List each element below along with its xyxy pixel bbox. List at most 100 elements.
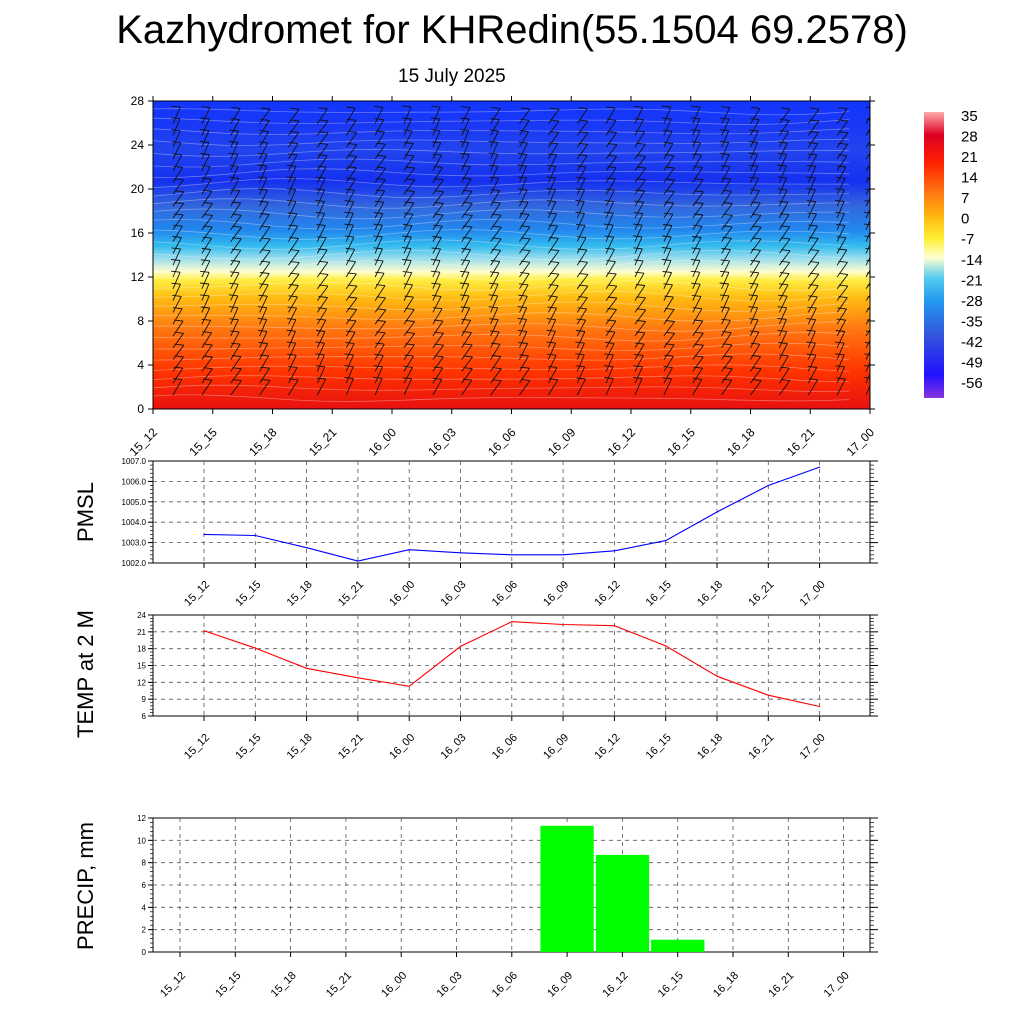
- wind-barb-flag: [692, 377, 702, 380]
- wind-barb-flag: [721, 318, 731, 321]
- wind-barb: [172, 344, 185, 360]
- wind-barb: [634, 131, 645, 148]
- heatmap-y-tick-label: 4: [137, 358, 144, 372]
- wind-barb: [750, 261, 761, 278]
- wind-barb: [201, 237, 212, 254]
- wind-barb: [807, 213, 817, 231]
- wind-barb: [778, 343, 788, 360]
- wind-barb: [692, 260, 701, 278]
- y-tick-label: 1007.0: [122, 457, 147, 466]
- wind-barb-flag: [723, 202, 733, 204]
- wind-barb-flag: [288, 365, 298, 368]
- wind-barb-flag: [257, 329, 268, 332]
- heatmap-x-tick-label: 17_00: [844, 425, 878, 459]
- wind-barb: [750, 356, 761, 372]
- colorbar-label: -35: [961, 313, 983, 330]
- wind-barb-flag: [375, 271, 385, 274]
- wind-barb: [548, 273, 560, 290]
- x-tick-label: 16_12: [592, 732, 622, 762]
- wind-barb: [259, 261, 271, 278]
- wind-barb: [750, 343, 761, 360]
- wind-barb: [807, 379, 819, 396]
- wind-barb-flag: [662, 117, 672, 120]
- wind-barb: [519, 284, 529, 301]
- wind-barb: [778, 165, 787, 183]
- series-line: [203, 466, 820, 562]
- wind-barb: [721, 307, 730, 325]
- wind-barb-flag: [374, 118, 384, 121]
- wind-barb-flag: [202, 177, 212, 180]
- wind-barb: [519, 154, 528, 171]
- wind-barb-flag: [778, 188, 788, 191]
- x-tick-label: 16_12: [592, 579, 622, 609]
- wind-barb: [547, 296, 558, 313]
- wind-barb-flag: [661, 105, 671, 108]
- series-point: [408, 549, 410, 551]
- wind-barb-flag: [200, 306, 210, 309]
- x-tick-label: 15_18: [285, 579, 315, 609]
- wind-barb-flag: [462, 236, 472, 239]
- contour-line: [153, 353, 850, 361]
- x-tick-label: 15_15: [233, 579, 263, 609]
- wind-barb-flag: [809, 261, 820, 264]
- wind-barb: [374, 156, 387, 172]
- wind-barb: [345, 224, 354, 242]
- wind-barb: [490, 284, 499, 301]
- wind-barb-flag: [807, 365, 817, 368]
- wind-barb-flag: [636, 166, 646, 169]
- wind-barb-flag: [463, 355, 473, 358]
- heatmap-x-tick-label: 15_18: [246, 425, 280, 459]
- wind-barb-flag: [201, 165, 211, 168]
- wind-barb: [547, 154, 558, 172]
- wind-barb-flag: [606, 319, 616, 322]
- wind-barb-flag: [172, 294, 182, 297]
- chart-subtitle: 15 July 2025: [398, 66, 506, 87]
- wind-barb: [865, 317, 870, 325]
- wind-barb-flag: [200, 259, 210, 262]
- wind-barb-flag: [490, 189, 500, 192]
- wind-barb-flag: [575, 211, 585, 214]
- wind-barb: [576, 308, 587, 325]
- wind-barb: [865, 175, 870, 183]
- wind-barb-flag: [490, 118, 500, 121]
- colorbar-label: 35: [961, 108, 978, 125]
- wind-barb-flag: [779, 283, 789, 286]
- wind-barb-flag: [547, 306, 557, 309]
- wind-barb-flag: [518, 342, 528, 344]
- wind-barb-flag: [836, 377, 846, 380]
- wind-barb: [519, 343, 529, 360]
- wind-barb: [432, 248, 441, 266]
- wind-barb: [807, 143, 819, 160]
- wind-barb-flag: [752, 379, 762, 382]
- wind-barb-flag: [403, 212, 414, 215]
- wind-barb-flag: [317, 236, 327, 239]
- wind-barb: [432, 237, 442, 254]
- wind-barb-flag: [690, 129, 701, 132]
- wind-barb: [807, 354, 817, 372]
- wind-barb: [807, 273, 820, 290]
- wind-barb: [721, 154, 730, 171]
- wind-barb: [288, 285, 299, 301]
- wind-barb-flag: [779, 130, 789, 133]
- wind-barb-flag: [807, 306, 817, 309]
- wind-barb: [490, 307, 499, 325]
- wind-barb: [663, 284, 673, 301]
- wind-barb: [692, 237, 702, 254]
- wind-barb: [519, 201, 529, 219]
- wind-barb: [490, 380, 502, 396]
- wind-barb: [345, 273, 357, 290]
- wind-barb-flag: [259, 354, 269, 357]
- heatmap-y-tick-label: 24: [131, 138, 145, 152]
- wind-barb: [750, 319, 759, 337]
- wind-barb-flag: [694, 331, 704, 334]
- wind-barb: [605, 156, 618, 172]
- wind-barb: [778, 367, 790, 384]
- wind-barb-flag: [547, 365, 558, 368]
- wind-barb: [663, 155, 675, 172]
- wind-barb-flag: [230, 118, 240, 121]
- x-tick-label: 16_21: [746, 732, 776, 762]
- wind-barb: [750, 284, 759, 301]
- wind-barb: [692, 106, 701, 124]
- wind-barb-flag: [461, 106, 471, 109]
- wind-barb-flag: [577, 307, 587, 310]
